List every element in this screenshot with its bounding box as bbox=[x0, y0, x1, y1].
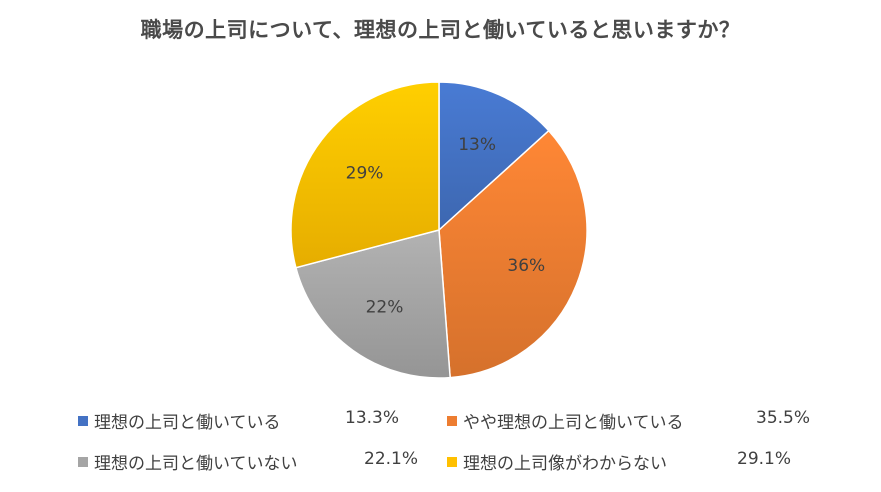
pie-slice bbox=[290, 81, 440, 269]
data-label: 22% bbox=[366, 298, 404, 318]
pie-slice bbox=[294, 229, 451, 379]
data-label: 29% bbox=[346, 164, 384, 184]
pie-slice bbox=[438, 129, 588, 379]
pie-slice bbox=[438, 81, 550, 232]
chart-title: 職場の上司について、理想の上司と働いていると思いますか？ bbox=[140, 18, 741, 42]
data-label: 13% bbox=[458, 135, 496, 155]
data-label: 36% bbox=[507, 256, 545, 276]
